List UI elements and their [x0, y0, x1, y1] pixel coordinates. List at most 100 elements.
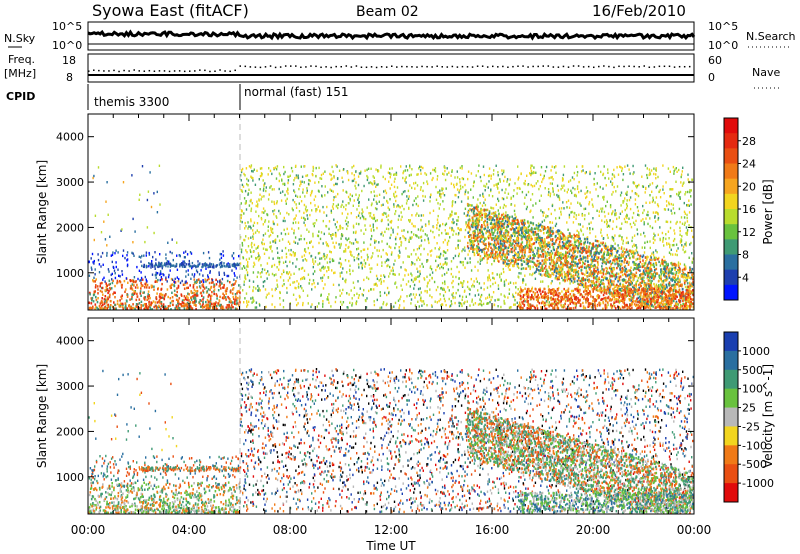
scatter-cell [681, 283, 683, 286]
scatter-cell [150, 262, 153, 265]
scatter-cell [454, 193, 456, 197]
scatter-cell [145, 286, 148, 289]
scatter-cell [543, 219, 546, 222]
scatter-cell [231, 269, 233, 272]
scatter-cell [511, 219, 514, 222]
scatter-cell [402, 261, 404, 264]
scatter-cell [244, 297, 246, 300]
scatter-cell [390, 233, 392, 237]
scatter-cell [193, 278, 196, 281]
scatter-cell [347, 170, 349, 173]
scatter-cell [624, 208, 626, 212]
scatter-cell [166, 307, 169, 310]
scatter-cell [647, 210, 649, 214]
scatter-cell [210, 294, 213, 297]
scatter-cell [576, 187, 579, 191]
scatter-cell [413, 283, 416, 287]
scatter-cell [609, 277, 611, 280]
scatter-cell [400, 218, 402, 221]
scatter-cell [376, 207, 378, 211]
scatter-cell [555, 261, 558, 265]
scatter-cell [451, 169, 453, 172]
nave-dot [527, 66, 529, 68]
scatter-cell [328, 293, 330, 296]
scatter-cell [399, 251, 401, 254]
scatter-cell [465, 223, 467, 226]
scatter-cell [567, 228, 569, 231]
nave-dot [456, 66, 459, 68]
scatter-cell [669, 170, 671, 173]
scatter-cell [644, 267, 646, 270]
scatter-cell [662, 188, 664, 191]
scatter-cell [413, 248, 415, 252]
scatter-cell [491, 295, 493, 299]
scatter-cell [536, 226, 538, 230]
scatter-cell [515, 286, 517, 289]
scatter-cell [215, 304, 218, 308]
scatter-cell [436, 242, 438, 245]
scatter-cell [323, 232, 325, 236]
scatter-cell [468, 214, 471, 218]
scatter-cell [649, 266, 652, 269]
scatter-cell [662, 238, 664, 241]
scatter-cell [455, 183, 458, 186]
scatter-cell [650, 263, 652, 266]
scatter-cell [491, 195, 494, 198]
scatter-cell [259, 188, 261, 191]
scatter-cell [640, 219, 642, 222]
scatter-cell [478, 164, 480, 167]
scatter-cell [364, 265, 366, 268]
scatter-cell [300, 165, 302, 168]
scatter-cell [167, 265, 169, 268]
scatter-cell [205, 267, 207, 270]
scatter-cell [315, 219, 318, 222]
scatter-cell [580, 189, 582, 193]
scatter-cell [108, 283, 110, 286]
scatter-cell [392, 269, 394, 272]
scatter-cell [301, 175, 304, 178]
scatter-cell [568, 216, 571, 219]
scatter-cell [228, 303, 230, 307]
scatter-cell [358, 172, 361, 175]
scatter-cell [317, 252, 320, 255]
scatter-cell [129, 305, 132, 309]
scatter-cell [582, 306, 585, 310]
scatter-cell [437, 202, 439, 205]
scatter-cell [529, 210, 531, 214]
scatter-cell [104, 295, 107, 298]
scatter-cell [572, 260, 575, 263]
scatter-cell [282, 299, 285, 302]
scatter-cell [292, 221, 294, 225]
scatter-cell [285, 256, 288, 259]
scatter-cell [155, 258, 157, 261]
scatter-cell [212, 281, 214, 284]
scatter-cell [106, 254, 108, 257]
scatter-cell [255, 210, 257, 213]
scatter-cell [424, 238, 426, 242]
scatter-cell [409, 184, 411, 187]
scatter-cell [333, 246, 336, 249]
scatter-cell [237, 304, 240, 307]
scatter-cell [652, 241, 655, 244]
scatter-cell [372, 183, 374, 186]
scatter-cell [335, 233, 337, 236]
scatter-cell [422, 300, 425, 303]
scatter-cell [158, 305, 161, 309]
scatter-cell [150, 284, 153, 287]
scatter-cell [376, 284, 378, 287]
scatter-cell [633, 181, 636, 185]
scatter-cell [606, 278, 608, 281]
scatter-cell [582, 225, 584, 228]
scatter-cell [298, 238, 300, 241]
scatter-cell [460, 200, 463, 203]
scatter-cell [245, 201, 247, 205]
scatter-cell [621, 238, 623, 241]
scatter-cell [349, 250, 351, 253]
nave-dot [214, 70, 216, 72]
scatter-cell [691, 275, 693, 279]
scatter-cell [227, 265, 230, 269]
scatter-cell [187, 292, 189, 295]
scatter-cell [208, 304, 210, 308]
scatter-cell [340, 262, 342, 265]
scatter-cell [665, 261, 667, 264]
